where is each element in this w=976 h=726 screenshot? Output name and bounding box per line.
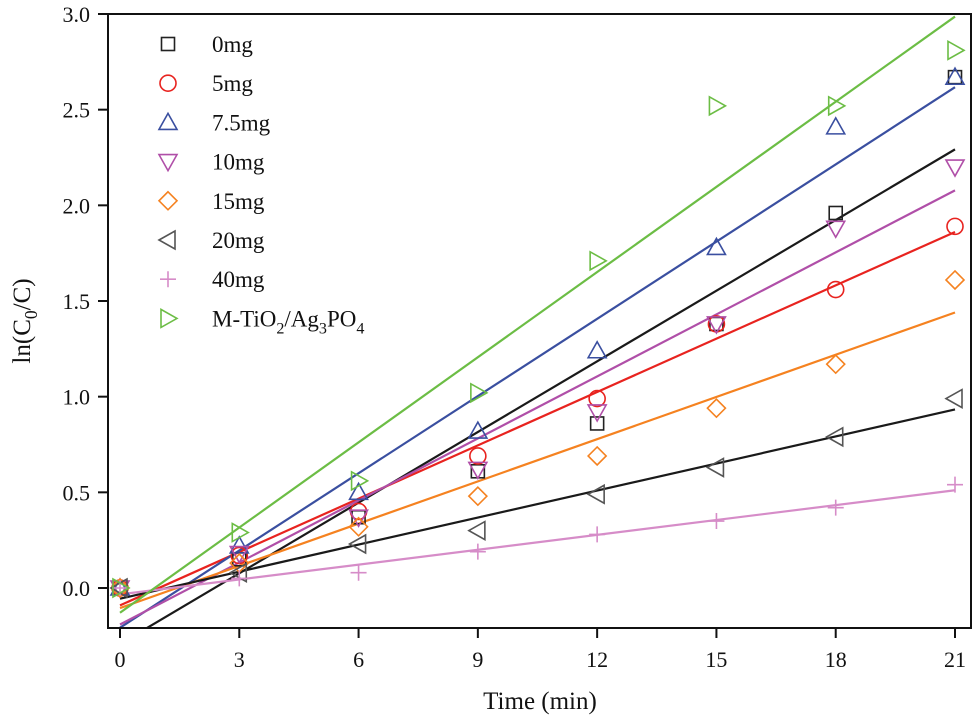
y-tick-label: 1.0 (63, 385, 91, 410)
data-point (348, 516, 369, 537)
data-point (586, 483, 605, 505)
y-tick-label: 0.0 (63, 576, 91, 601)
y-tick-label: 3.0 (63, 2, 91, 27)
y-axis-title: ln(C0/C) (9, 278, 41, 363)
fit-line (119, 311, 956, 610)
data-point (706, 316, 727, 335)
legend-label: M-TiO2/Ag3PO4 (212, 306, 364, 337)
legend-marker (159, 74, 177, 92)
legend-label: 7.5mg (212, 110, 271, 135)
legend: 0mg 5mg 7.5mg 10mg 15mg 20mg 40mg M-TiO2/Ag3PO4 (157, 32, 364, 337)
x-axis: 0 3 6 9 12 15 18 21 (115, 628, 966, 672)
data-point (944, 66, 966, 85)
fit-line (119, 408, 956, 600)
legend-marker (157, 153, 179, 173)
data-point (587, 445, 608, 467)
data-point (944, 159, 966, 178)
legend-marker (160, 308, 179, 329)
data-point (944, 269, 966, 291)
fit-line (119, 15, 956, 614)
data-point (231, 570, 248, 587)
y-axis: 0.0 0.5 1.0 1.5 2.0 2.5 3.0 (63, 2, 108, 601)
data-point (705, 457, 725, 478)
x-tick-label: 0 (115, 647, 126, 672)
data-points (109, 39, 966, 599)
data-point (467, 520, 486, 541)
x-tick-label: 3 (234, 647, 245, 672)
data-point (112, 577, 131, 599)
data-point (350, 470, 370, 492)
data-point (589, 416, 605, 431)
y-tick-label: 1.5 (63, 289, 91, 314)
data-point (470, 382, 489, 404)
data-point (228, 562, 248, 584)
data-point (826, 280, 845, 299)
legend-label: 20mg (212, 228, 265, 253)
data-point (827, 95, 847, 117)
data-point (348, 481, 369, 501)
data-point (827, 499, 844, 516)
data-point (469, 543, 486, 560)
fit-line (119, 489, 956, 596)
x-tick-label: 9 (472, 647, 483, 672)
legend-marker (160, 36, 176, 52)
data-point (946, 217, 964, 236)
plot-frame (107, 13, 972, 629)
legend-label: 0mg (212, 32, 253, 57)
data-point (708, 513, 725, 530)
data-point (228, 535, 250, 554)
data-point (706, 398, 727, 419)
data-point (828, 205, 844, 221)
data-point (586, 340, 608, 359)
data-point (825, 426, 844, 448)
x-tick-label: 21 (944, 647, 966, 672)
fit-lines (119, 15, 956, 628)
legend-marker (157, 190, 179, 211)
data-point (467, 420, 489, 439)
data-point (586, 404, 608, 423)
fit-line (119, 230, 956, 607)
y-tick-label: 0.5 (63, 480, 91, 505)
data-point (231, 522, 250, 543)
legend-label: 5mg (212, 71, 253, 96)
data-point (467, 461, 489, 481)
legend-label: 40mg (212, 267, 265, 292)
x-tick-label: 12 (586, 647, 608, 672)
x-tick-label: 15 (705, 647, 727, 672)
x-axis-title: Time (min) (483, 688, 597, 715)
y-tick-label: 2.5 (63, 98, 91, 123)
legend-label: 10mg (212, 150, 265, 175)
data-point (944, 388, 963, 409)
data-point (589, 526, 606, 543)
data-point (825, 220, 847, 239)
data-point (348, 509, 369, 528)
data-point (109, 577, 131, 599)
fit-line (119, 86, 956, 628)
data-point (947, 476, 963, 493)
legend-marker (157, 229, 176, 251)
x-tick-label: 18 (825, 647, 847, 672)
data-point (947, 39, 966, 61)
data-point (347, 533, 367, 555)
fit-line (119, 189, 956, 626)
data-point (228, 545, 250, 565)
legend-marker (160, 271, 176, 288)
legend-label: 15mg (212, 189, 265, 214)
data-point (588, 389, 606, 408)
data-point (708, 95, 728, 117)
data-point (706, 236, 727, 256)
data-point (350, 564, 367, 581)
data-point (825, 354, 846, 375)
fit-line (144, 148, 956, 628)
y-tick-label: 2.0 (63, 193, 91, 218)
data-point (469, 447, 487, 465)
data-point (589, 250, 608, 272)
data-point (467, 486, 488, 507)
data-point (825, 116, 847, 135)
legend-marker (157, 111, 179, 131)
x-tick-label: 6 (353, 647, 364, 672)
